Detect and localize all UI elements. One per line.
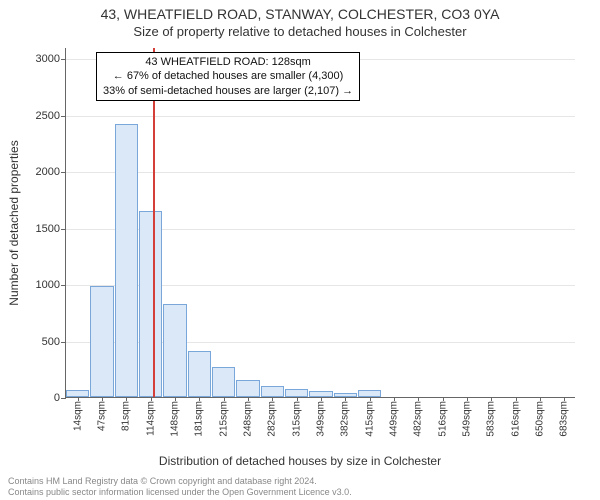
plot-area: 05001000150020002500300014sqm47sqm81sqm1… (65, 48, 575, 398)
footer-line1: Contains HM Land Registry data © Crown c… (8, 476, 352, 487)
annotation-box: 43 WHEATFIELD ROAD: 128sqm ← 67% of deta… (96, 52, 360, 101)
xtick-label: 616sqm (510, 401, 521, 437)
histogram-bar (66, 390, 89, 397)
xtick-label: 315sqm (291, 401, 302, 437)
xtick-label: 516sqm (437, 401, 448, 437)
xtick-label: 14sqm (72, 401, 83, 431)
xtick-label: 583sqm (486, 401, 497, 437)
chart-title-line2: Size of property relative to detached ho… (0, 24, 600, 39)
ytick-label: 2000 (36, 166, 60, 178)
ytick-mark (61, 398, 66, 399)
ytick-label: 1000 (36, 279, 60, 291)
ytick-label: 500 (42, 336, 60, 348)
histogram-bar (236, 380, 259, 397)
histogram-bar (261, 386, 284, 397)
xtick-label: 349sqm (316, 401, 327, 437)
y-axis-label: Number of detached properties (7, 140, 21, 305)
histogram-bar (90, 286, 113, 397)
chart-container: 43, WHEATFIELD ROAD, STANWAY, COLCHESTER… (0, 0, 600, 500)
xtick-label: 248sqm (243, 401, 254, 437)
x-axis-label: Distribution of detached houses by size … (0, 454, 600, 468)
xtick-label: 114sqm (145, 401, 156, 436)
xtick-label: 549sqm (462, 401, 473, 437)
ytick-label: 0 (54, 392, 60, 404)
annotation-line1: 43 WHEATFIELD ROAD: 128sqm (103, 55, 353, 69)
annotation-line2: ← 67% of detached houses are smaller (4,… (103, 69, 353, 83)
annotation-line3: 33% of semi-detached houses are larger (… (103, 84, 353, 98)
ytick-label: 2500 (36, 110, 60, 122)
xtick-label: 382sqm (340, 401, 351, 437)
histogram-bar (163, 304, 186, 397)
xtick-label: 148sqm (170, 401, 181, 437)
histogram-bar (115, 124, 138, 397)
ytick-label: 1500 (36, 223, 60, 235)
xtick-label: 449sqm (389, 401, 400, 437)
histogram-bar (188, 351, 211, 397)
ytick-mark (61, 172, 66, 173)
ytick-mark (61, 229, 66, 230)
chart-title-line1: 43, WHEATFIELD ROAD, STANWAY, COLCHESTER… (0, 6, 600, 22)
histogram-bar (139, 211, 162, 397)
ytick-mark (61, 116, 66, 117)
gridline (66, 116, 575, 117)
footer-attribution: Contains HM Land Registry data © Crown c… (8, 476, 352, 498)
gridline (66, 172, 575, 173)
xtick-label: 47sqm (97, 401, 108, 431)
ytick-label: 3000 (36, 53, 60, 65)
xtick-label: 181sqm (194, 401, 205, 437)
xtick-label: 415sqm (364, 401, 375, 437)
xtick-label: 650sqm (535, 401, 546, 437)
xtick-label: 282sqm (267, 401, 278, 437)
xtick-label: 215sqm (218, 401, 229, 437)
histogram-bar (285, 389, 308, 397)
histogram-bar (212, 367, 235, 397)
histogram-bar (358, 390, 381, 397)
ytick-mark (61, 342, 66, 343)
xtick-label: 482sqm (413, 401, 424, 437)
xtick-label: 81sqm (121, 401, 132, 431)
footer-line2: Contains public sector information licen… (8, 487, 352, 498)
ytick-mark (61, 59, 66, 60)
xtick-label: 683sqm (559, 401, 570, 437)
ytick-mark (61, 285, 66, 286)
